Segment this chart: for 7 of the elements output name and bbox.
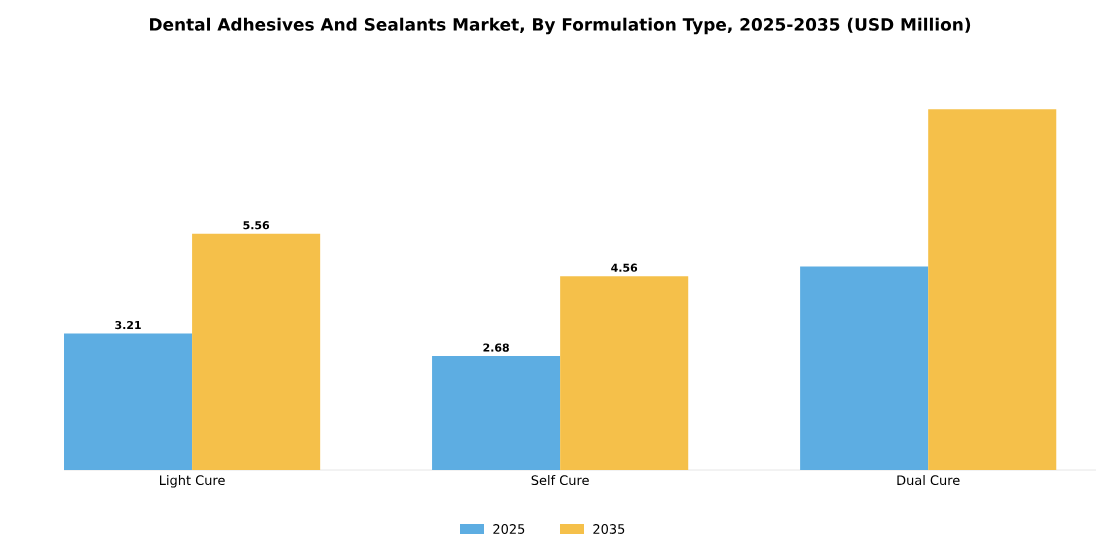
bar — [800, 266, 929, 470]
bar — [192, 233, 321, 470]
bar — [928, 109, 1057, 470]
bar — [64, 333, 193, 470]
bar — [432, 356, 561, 470]
chart-title: Dental Adhesives And Sealants Market, By Formulation Type, 2025-2035 (USD Million) — [150, 17, 971, 35]
bar — [560, 276, 689, 470]
